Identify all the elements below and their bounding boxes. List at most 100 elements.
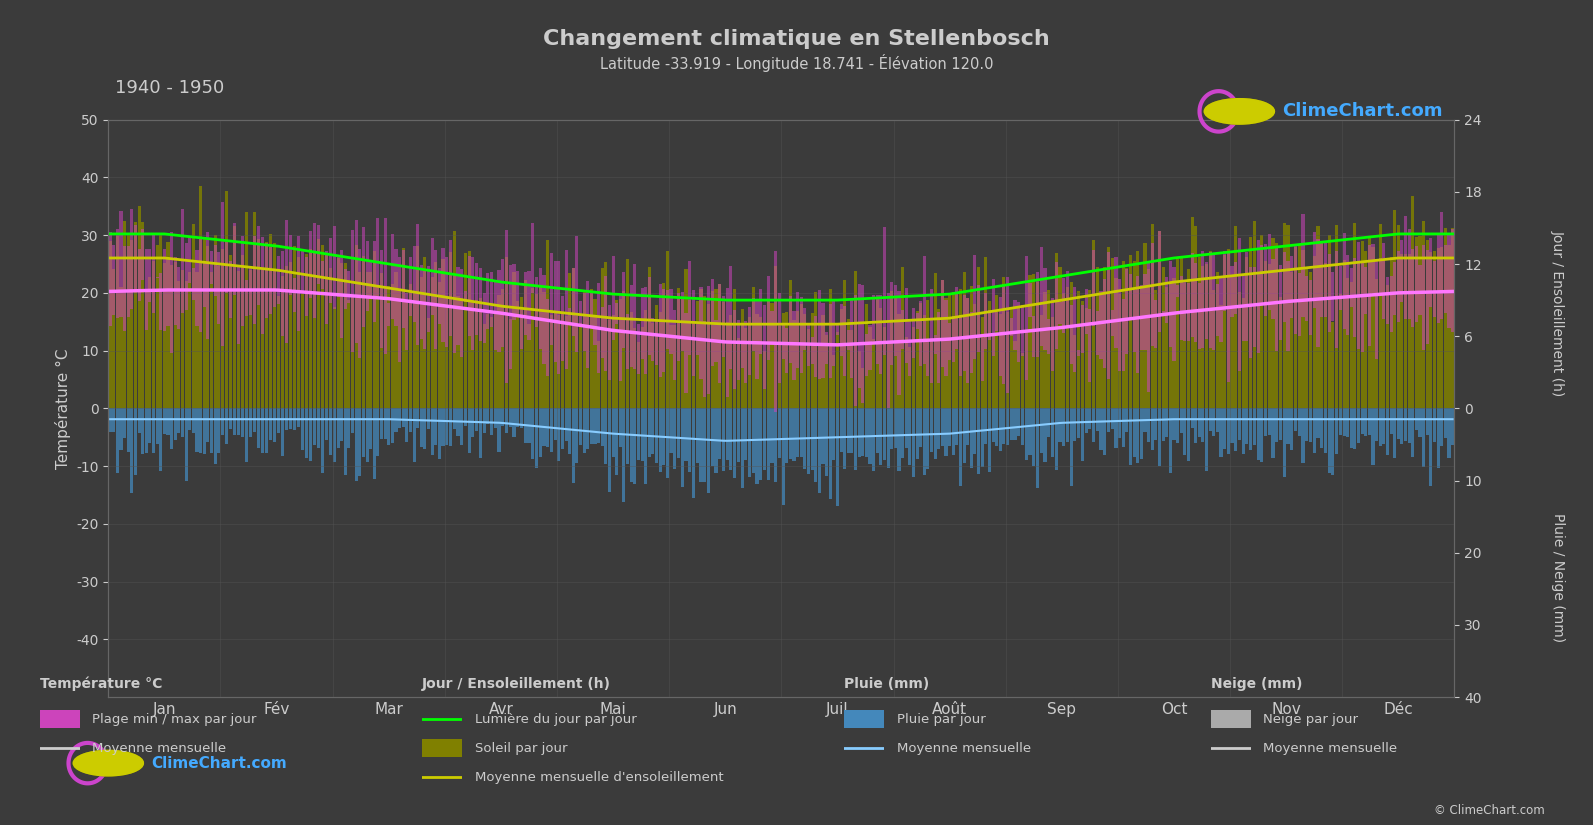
Bar: [296, 257, 301, 408]
Bar: [1021, 353, 1024, 408]
Bar: [1058, 408, 1061, 442]
Bar: [213, 234, 217, 408]
Bar: [241, 408, 244, 436]
Bar: [438, 282, 441, 408]
Bar: [213, 408, 217, 464]
Bar: [959, 289, 962, 408]
Bar: [196, 272, 199, 408]
Bar: [612, 315, 615, 408]
Bar: [1268, 234, 1271, 310]
Bar: [782, 408, 785, 506]
Bar: [1298, 408, 1301, 436]
Bar: [387, 408, 390, 445]
Bar: [285, 266, 288, 408]
Bar: [902, 408, 905, 458]
Bar: [991, 279, 994, 356]
Bar: [185, 408, 188, 481]
Bar: [1230, 276, 1233, 408]
Bar: [744, 328, 747, 408]
Bar: [699, 287, 703, 379]
Bar: [796, 292, 800, 368]
Bar: [836, 325, 840, 335]
Bar: [1195, 226, 1198, 408]
Bar: [1368, 245, 1372, 346]
Bar: [674, 408, 677, 469]
Bar: [774, 251, 777, 412]
Bar: [1346, 408, 1349, 436]
Bar: [862, 368, 865, 408]
Bar: [1440, 212, 1443, 319]
Bar: [1338, 408, 1341, 435]
Bar: [1107, 252, 1110, 379]
Bar: [883, 227, 886, 356]
Bar: [341, 408, 342, 441]
Bar: [472, 257, 475, 350]
Bar: [1313, 232, 1316, 309]
Bar: [159, 233, 162, 408]
Bar: [210, 271, 213, 408]
Bar: [1161, 311, 1164, 314]
Bar: [430, 276, 433, 408]
Bar: [666, 251, 669, 408]
Bar: [535, 408, 538, 468]
Bar: [714, 289, 717, 408]
Bar: [707, 286, 710, 394]
Bar: [538, 286, 542, 408]
Bar: [435, 408, 438, 445]
Bar: [569, 308, 572, 322]
Bar: [1290, 272, 1294, 408]
Bar: [196, 250, 199, 326]
Bar: [618, 295, 621, 381]
Bar: [876, 297, 879, 408]
Bar: [1408, 229, 1411, 318]
Bar: [1268, 408, 1271, 435]
Bar: [381, 250, 382, 348]
Bar: [1190, 253, 1193, 337]
Bar: [137, 408, 140, 433]
Bar: [1290, 256, 1294, 318]
Bar: [1172, 267, 1176, 361]
Bar: [233, 224, 236, 295]
Bar: [191, 267, 194, 299]
Bar: [851, 408, 854, 453]
Bar: [253, 408, 256, 432]
Bar: [615, 299, 618, 408]
Bar: [409, 257, 413, 317]
Bar: [933, 273, 937, 408]
Bar: [1408, 408, 1411, 443]
Text: Jour / Ensoleillement (h): Jour / Ensoleillement (h): [1552, 230, 1564, 397]
Bar: [513, 271, 516, 408]
Bar: [1180, 276, 1182, 340]
Bar: [1343, 408, 1346, 436]
Bar: [325, 408, 328, 441]
Bar: [796, 408, 800, 457]
Bar: [618, 299, 621, 408]
Bar: [1257, 272, 1260, 408]
Bar: [1209, 252, 1212, 347]
Bar: [981, 317, 984, 408]
Bar: [317, 225, 320, 284]
Bar: [486, 408, 489, 424]
Bar: [401, 250, 405, 328]
Bar: [1190, 216, 1193, 408]
Bar: [546, 240, 550, 408]
Bar: [148, 408, 151, 443]
Bar: [1294, 245, 1297, 334]
Text: Moyenne mensuelle: Moyenne mensuelle: [92, 742, 226, 755]
Bar: [202, 408, 205, 455]
Bar: [1437, 408, 1440, 468]
Bar: [578, 323, 581, 408]
Bar: [320, 408, 325, 473]
Bar: [464, 408, 467, 427]
Bar: [256, 225, 260, 305]
Bar: [836, 332, 840, 408]
Bar: [744, 322, 747, 384]
Bar: [182, 209, 185, 314]
Bar: [550, 253, 553, 345]
Bar: [1141, 408, 1142, 460]
Bar: [941, 280, 945, 408]
Bar: [123, 408, 126, 437]
Bar: [629, 313, 632, 408]
Bar: [1195, 408, 1198, 443]
Bar: [730, 314, 733, 408]
